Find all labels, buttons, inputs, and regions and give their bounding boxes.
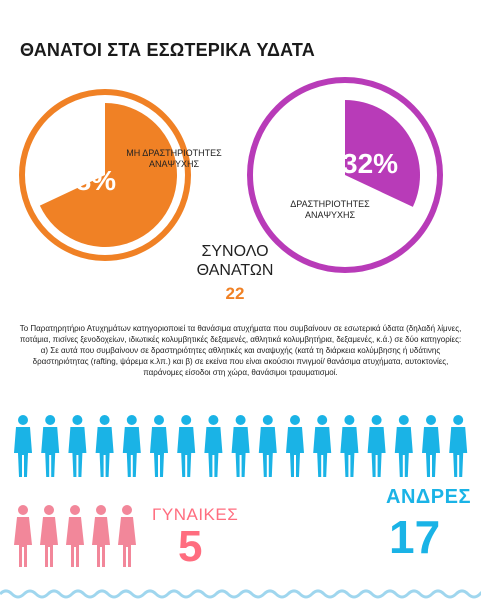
male-person-icon (340, 415, 359, 477)
male-person-icon (422, 415, 440, 477)
male-person-icon (258, 415, 277, 477)
women-count: 5 (178, 522, 203, 571)
male-person-icon (286, 415, 304, 477)
female-person-icon (40, 505, 58, 567)
male-person-icon (367, 415, 386, 477)
pie1-outer-ring (19, 89, 191, 261)
female-person-icon (92, 505, 110, 567)
men-label: ΑΝΔΡΕΣ (386, 486, 471, 508)
male-person-icon (394, 415, 413, 477)
male-person-icon (14, 415, 32, 477)
male-person-icon (122, 415, 141, 477)
male-person-icon (177, 415, 196, 477)
footnote-text: Το Παρατηρητήριο Ατυχημάτων κατηγοριοποι… (19, 324, 462, 377)
male-person-icon (68, 415, 87, 477)
pie2-value-label: 32% (342, 148, 399, 179)
female-person-icon (14, 505, 32, 567)
men-count: 17 (389, 511, 441, 563)
pie2-category-label: ΔΡΑΣΤΗΡΙΟΤΗΤΕΣ ΑΝΑΨΥΧΗΣ (290, 199, 370, 220)
women-label: ΓΥΝΑΙΚΕΣ (152, 505, 239, 524)
women-pictogram-row (14, 505, 136, 567)
male-person-icon (449, 415, 468, 477)
pie1-slice-non-recreation (39, 103, 177, 247)
male-person-icon (204, 415, 223, 477)
female-person-icon (118, 505, 136, 567)
pie1-value-label: 68% (60, 165, 117, 196)
pie2-slice-recreation (345, 100, 420, 207)
pie1-category-label: ΜΗ ΔΡΑΣΤΗΡΙΟΤΗΤΕΣ ΑΝΑΨΥΧΗΣ (126, 148, 222, 169)
male-person-icon (95, 415, 114, 477)
wave-decoration (0, 589, 481, 599)
pie-charts (19, 77, 443, 273)
total-value: 22 (225, 284, 245, 303)
men-pictogram-row (14, 415, 468, 477)
total-label: ΣΥΝΟΛΟ ΘΑΝΑΤΩΝ (196, 243, 274, 279)
male-person-icon (41, 415, 60, 477)
page-title: ΘΑΝΑΤΟΙ ΣΤΑ ΕΣΩΤΕΡΙΚΑ ΥΔΑΤΑ (20, 40, 315, 60)
female-person-icon (66, 505, 84, 567)
male-person-icon (150, 415, 168, 477)
pie2-outer-ring (247, 77, 443, 273)
male-person-icon (313, 415, 332, 477)
male-person-icon (231, 415, 250, 477)
